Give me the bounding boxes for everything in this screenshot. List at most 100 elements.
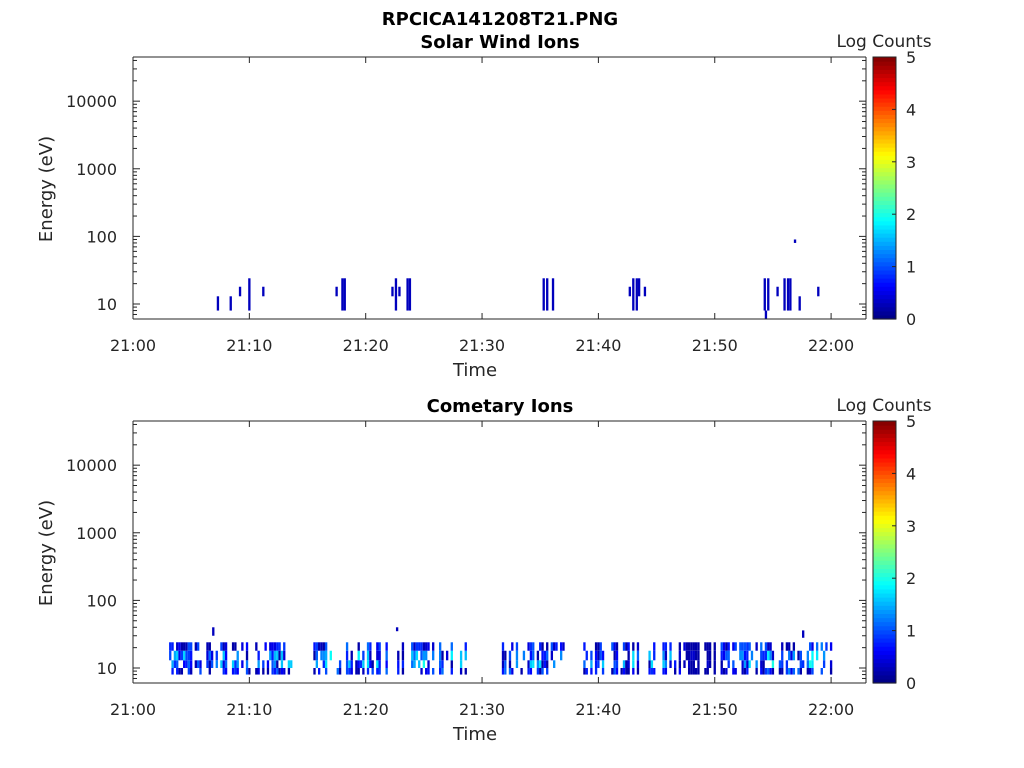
colorbar-segment bbox=[873, 290, 896, 296]
spectrogram-cell bbox=[208, 650, 211, 661]
spectrogram-cell bbox=[338, 660, 342, 668]
spectrogram-cell bbox=[599, 650, 602, 661]
colorbar-tick-label: 1 bbox=[906, 258, 916, 277]
spectrogram-cell bbox=[278, 650, 281, 661]
colorbar-segment bbox=[873, 621, 896, 627]
spectrogram-cell bbox=[532, 642, 535, 651]
spectrogram-cell bbox=[357, 660, 360, 668]
spectrogram-cell bbox=[376, 642, 379, 651]
spectrogram-cell bbox=[769, 668, 772, 675]
spectrogram-cell bbox=[541, 660, 544, 668]
spectrogram-cell bbox=[208, 668, 211, 675]
colorbar-frame bbox=[872, 56, 897, 320]
colorbar-segment bbox=[873, 633, 896, 639]
spectrogram-cell bbox=[348, 660, 351, 668]
spectrogram-cell bbox=[767, 668, 770, 675]
colorbar-segment bbox=[873, 77, 896, 83]
spectrogram-cell bbox=[450, 642, 453, 651]
colorbar-segment bbox=[873, 547, 896, 553]
spectrogram-cell bbox=[190, 642, 193, 651]
spectrogram-cell bbox=[401, 650, 405, 661]
colorbar-segment bbox=[873, 535, 896, 541]
spectrogram-cell bbox=[406, 278, 409, 311]
cometary-colorbar-label: Log Counts bbox=[836, 396, 931, 416]
spectrogram-cell bbox=[697, 642, 700, 651]
spectrogram-cell bbox=[720, 642, 723, 651]
spectrogram-cell bbox=[799, 650, 803, 661]
spectrogram-cell bbox=[234, 668, 237, 675]
spectrogram-cell bbox=[536, 668, 540, 675]
spectrogram-cell bbox=[257, 668, 260, 675]
spectrogram-cell bbox=[196, 660, 200, 668]
spectrogram-cell bbox=[459, 660, 463, 668]
spectrogram-cell bbox=[187, 642, 191, 651]
spectrogram-cell bbox=[271, 668, 274, 675]
spectrogram-cell bbox=[678, 660, 682, 668]
colorbar-segment bbox=[873, 670, 896, 676]
colorbar-tick-label: 2 bbox=[906, 569, 916, 588]
spectrogram-cell bbox=[632, 278, 635, 311]
spectrogram-cell bbox=[653, 642, 656, 651]
spectrogram-cell bbox=[739, 642, 742, 651]
spectrogram-cell bbox=[743, 660, 747, 668]
spectrogram-cell bbox=[176, 668, 179, 675]
spectrogram-cell bbox=[767, 642, 770, 651]
spectrogram-cell bbox=[366, 660, 370, 668]
spectrogram-cell bbox=[425, 650, 428, 661]
spectrogram-cell bbox=[171, 642, 174, 651]
spectrogram-cell bbox=[594, 660, 598, 668]
spectrogram-cell bbox=[290, 660, 293, 668]
spectrogram-cell bbox=[760, 660, 763, 668]
spectrogram-cell bbox=[694, 642, 698, 651]
spectrogram-cell bbox=[231, 668, 235, 675]
spectrogram-cell bbox=[725, 668, 728, 675]
y-tick-label: 1000 bbox=[76, 524, 117, 543]
cometary-xlabel: Time bbox=[452, 724, 497, 745]
spectrogram-cell bbox=[662, 660, 665, 668]
spectrogram-cell bbox=[799, 668, 803, 675]
spectrogram-cell bbox=[732, 642, 735, 651]
spectrogram-cell bbox=[439, 650, 442, 661]
spectrogram-cell bbox=[746, 650, 749, 661]
colorbar-segment bbox=[873, 204, 896, 210]
spectrogram-cell bbox=[401, 668, 405, 675]
spectrogram-cell bbox=[601, 650, 605, 661]
spectrogram-cell bbox=[362, 650, 365, 661]
spectrogram-cell bbox=[441, 668, 444, 675]
spectrogram-cell bbox=[376, 668, 379, 675]
colorbar-segment bbox=[873, 269, 896, 275]
spectrogram-cell bbox=[632, 660, 635, 668]
spectrogram-cell bbox=[741, 668, 744, 675]
spectrogram-cell bbox=[425, 668, 428, 675]
spectrogram-cell bbox=[755, 642, 758, 651]
spectrogram-cell bbox=[432, 668, 435, 675]
colorbar-segment bbox=[873, 605, 896, 610]
spectrogram-cell bbox=[515, 642, 519, 651]
spectrogram-cell bbox=[185, 642, 188, 651]
spectrogram-cell bbox=[208, 642, 211, 651]
spectrogram-cell bbox=[427, 660, 430, 668]
spectrogram-cell bbox=[636, 650, 640, 661]
spectrogram-cell bbox=[459, 650, 463, 661]
spectrogram-cell bbox=[385, 668, 388, 675]
spectrogram-cell bbox=[171, 660, 174, 668]
spectrogram-cell bbox=[560, 642, 563, 651]
spectrogram-cell bbox=[357, 668, 360, 675]
spectrogram-cell bbox=[445, 650, 449, 661]
spectrogram-cell bbox=[781, 642, 784, 651]
cometary-cells bbox=[169, 627, 833, 675]
spectrogram-cell bbox=[613, 650, 616, 661]
spectrogram-cell bbox=[706, 650, 709, 661]
colorbar-segment bbox=[873, 175, 896, 181]
spectrogram-cell bbox=[178, 668, 181, 675]
colorbar-segment bbox=[873, 552, 896, 557]
spectrogram-cell bbox=[811, 650, 814, 661]
colorbar-segment bbox=[873, 159, 896, 165]
spectrogram-cell bbox=[713, 642, 716, 651]
spectrogram-cell bbox=[615, 660, 619, 668]
spectrogram-cell bbox=[464, 668, 467, 675]
colorbar-segment bbox=[873, 498, 896, 504]
colorbar-segment bbox=[873, 237, 896, 242]
spectrogram-cell bbox=[594, 668, 598, 675]
colorbar-segment bbox=[873, 89, 896, 95]
